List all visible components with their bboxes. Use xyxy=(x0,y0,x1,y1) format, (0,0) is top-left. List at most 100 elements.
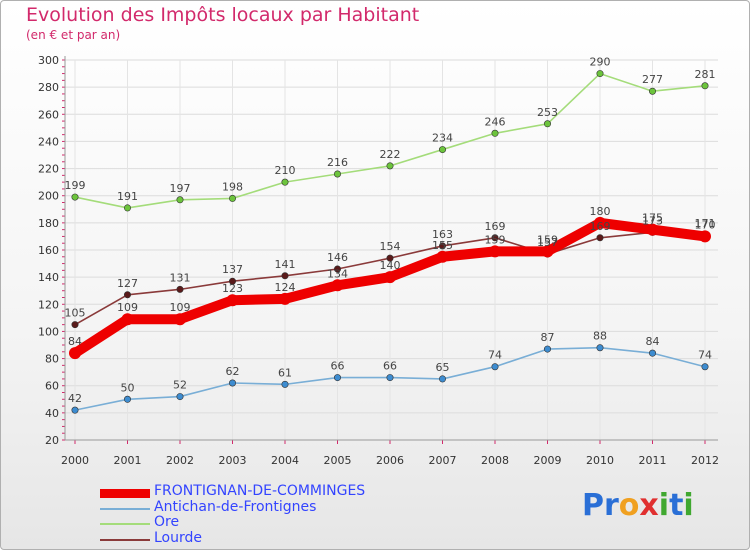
y-tick-label: 200 xyxy=(38,190,59,203)
data-point xyxy=(436,250,449,263)
data-point xyxy=(541,245,554,258)
data-point xyxy=(176,285,184,293)
data-point xyxy=(386,374,394,382)
logo-letter: i xyxy=(658,488,670,523)
x-tick-label: 2009 xyxy=(534,454,562,467)
legend-swatch xyxy=(100,523,150,525)
data-label: 84 xyxy=(68,335,82,348)
data-label: 199 xyxy=(65,179,86,192)
x-tick-label: 2003 xyxy=(219,454,247,467)
data-point xyxy=(331,279,344,292)
y-tick-label: 300 xyxy=(38,54,59,67)
data-label: 127 xyxy=(117,277,138,290)
data-point xyxy=(596,234,604,242)
y-tick-label: 100 xyxy=(38,325,59,338)
grid-layer xyxy=(65,59,718,441)
data-label: 159 xyxy=(537,233,558,246)
data-point xyxy=(281,380,289,388)
data-point xyxy=(489,245,501,258)
data-label: 124 xyxy=(275,281,296,294)
data-label: 134 xyxy=(327,267,348,280)
data-label: 50 xyxy=(121,381,135,394)
data-point xyxy=(124,291,132,299)
chart-title: Evolution des Impôts locaux par Habitant xyxy=(26,4,420,26)
data-point xyxy=(386,254,394,262)
chart-subtitle: (en € et par an) xyxy=(26,28,121,42)
data-point xyxy=(229,379,237,387)
x-tick-label: 2007 xyxy=(429,454,457,467)
data-point xyxy=(491,363,499,371)
data-point xyxy=(121,313,134,326)
data-point xyxy=(648,349,656,357)
y-tick-label: 280 xyxy=(38,81,59,94)
data-label: 210 xyxy=(275,164,296,177)
legend-swatch xyxy=(100,507,150,510)
y-tick-label: 220 xyxy=(38,163,59,176)
logo-letter: o xyxy=(618,488,640,523)
logo-letter: P xyxy=(582,488,604,523)
data-label: 169 xyxy=(590,220,611,233)
data-point xyxy=(176,196,184,204)
x-tick-label: 2001 xyxy=(114,454,142,467)
data-point xyxy=(229,194,237,202)
logo-letter: x xyxy=(639,488,659,523)
data-point xyxy=(491,129,499,137)
data-point xyxy=(646,223,659,236)
data-point xyxy=(279,292,291,305)
data-label: 197 xyxy=(170,182,191,195)
y-tick-label: 60 xyxy=(45,380,59,393)
data-point xyxy=(333,170,341,178)
x-tick-label: 2011 xyxy=(639,454,667,467)
legend-label: FRONTIGNAN-DE-COMMINGES xyxy=(154,483,366,499)
data-point xyxy=(386,162,394,170)
data-label: 173 xyxy=(642,214,663,227)
x-tick-label: 2006 xyxy=(376,454,404,467)
data-label: 191 xyxy=(117,190,138,203)
y-tick-label: 160 xyxy=(38,244,59,257)
logo-letter: t xyxy=(669,488,684,523)
y-tick-label: 20 xyxy=(45,434,59,447)
legend-label: Antichan-de-Frontignes xyxy=(154,498,317,515)
data-point xyxy=(69,347,81,360)
data-label: 66 xyxy=(331,360,345,373)
x-tick-label: 2008 xyxy=(481,454,509,467)
data-label: 253 xyxy=(537,106,558,119)
data-label: 281 xyxy=(695,68,716,81)
data-label: 154 xyxy=(380,240,401,253)
data-label: 159 xyxy=(485,233,506,246)
x-tick-label: 2005 xyxy=(324,454,352,467)
data-point xyxy=(176,393,184,401)
data-label: 109 xyxy=(117,301,138,314)
data-label: 123 xyxy=(222,282,243,295)
data-point xyxy=(124,395,132,403)
data-point xyxy=(438,146,446,154)
y-tick-label: 140 xyxy=(38,271,59,284)
data-label: 65 xyxy=(436,361,450,374)
data-point xyxy=(701,363,709,371)
data-point xyxy=(543,345,551,353)
data-point xyxy=(438,375,446,383)
data-label: 66 xyxy=(383,360,397,373)
legend-label: Lourde xyxy=(154,529,203,546)
data-label: 74 xyxy=(698,349,712,362)
y-tick-label: 240 xyxy=(38,135,59,148)
x-tick-label: 2012 xyxy=(691,454,719,467)
data-point xyxy=(699,230,711,243)
data-point xyxy=(174,313,186,326)
data-point xyxy=(701,82,709,90)
legend-swatch xyxy=(100,538,150,541)
data-point xyxy=(543,120,551,128)
data-label: 169 xyxy=(485,220,506,233)
data-point xyxy=(226,294,239,307)
data-label: 74 xyxy=(488,349,502,362)
data-point xyxy=(438,242,446,250)
data-label: 109 xyxy=(170,301,191,314)
data-point xyxy=(596,344,604,352)
y-tick-label: 40 xyxy=(45,407,59,420)
x-tick-label: 2010 xyxy=(586,454,614,467)
data-label: 171 xyxy=(695,217,716,230)
data-label: 163 xyxy=(432,228,453,241)
data-label: 277 xyxy=(642,73,663,86)
data-point xyxy=(333,374,341,382)
